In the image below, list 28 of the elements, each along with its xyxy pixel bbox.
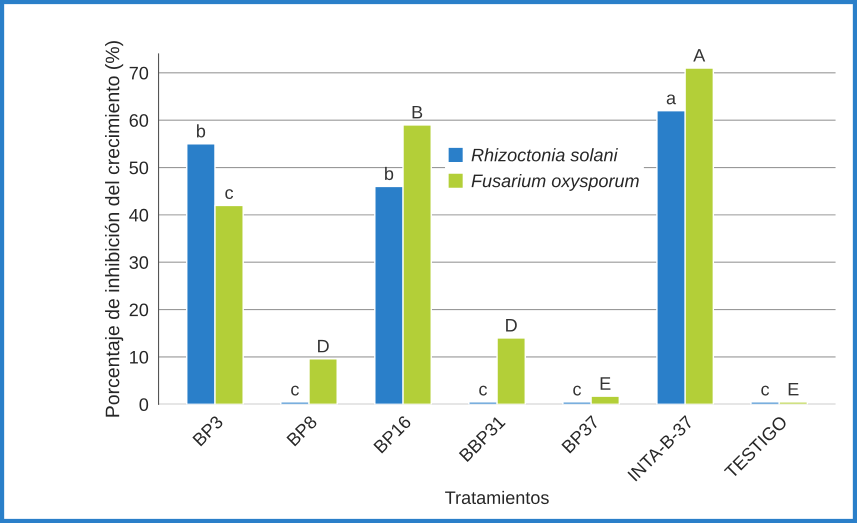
data-label: a [666, 94, 676, 104]
data-label: b [385, 166, 394, 180]
y-tick-label: 50 [129, 161, 148, 174]
x-tick-label: BP3 [192, 414, 224, 446]
data-label: c [225, 189, 234, 200]
y-tick-label: 20 [130, 304, 148, 316]
y-tick-label: 30 [129, 256, 148, 269]
x-axis-title: Tratamientos [445, 490, 549, 504]
data-label: A [693, 49, 706, 62]
y-tick-label: 40 [129, 208, 148, 222]
data-label: c [573, 386, 582, 396]
x-tick-label: BP8 [286, 414, 318, 446]
data-label: b [197, 124, 206, 138]
y-tick-label: 60 [130, 114, 148, 127]
data-label: D [318, 340, 329, 352]
data-label: D [506, 319, 517, 332]
data-label: c [479, 386, 487, 396]
data-label: B [412, 106, 422, 118]
y-tick-label: 10 [130, 350, 148, 364]
y-tick-label: 0 [139, 398, 148, 411]
y-tick-label: 70 [130, 66, 148, 80]
data-label: E [600, 377, 610, 390]
legend-label: Rhizoctonia solani [472, 148, 618, 162]
y-axis-title: Porcentaje de inhibición del crecimiento (%) [104, 41, 124, 417]
data-label: c [291, 386, 299, 396]
legend-label: Fusarium oxysporum [472, 174, 639, 191]
data-label: c [761, 386, 770, 396]
data-label: E [788, 382, 799, 396]
